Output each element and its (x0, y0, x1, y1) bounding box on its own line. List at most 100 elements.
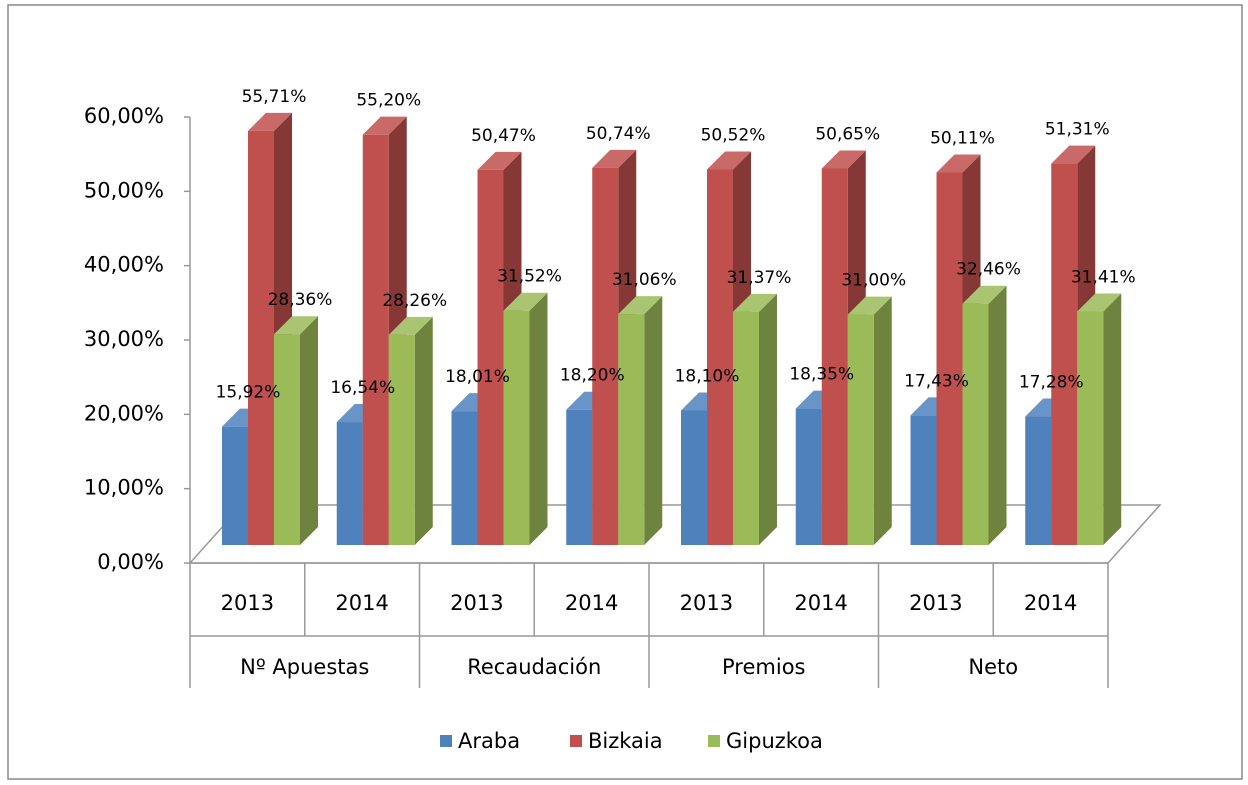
value-label: 18,01% (445, 367, 510, 387)
bar-top (707, 151, 751, 170)
bar (962, 303, 989, 545)
bar-top (847, 296, 892, 315)
value-label: 31,52% (497, 267, 562, 287)
bar (503, 310, 530, 545)
bar-top (388, 316, 433, 335)
bar (1025, 416, 1052, 545)
bar-top (592, 149, 637, 168)
bar (847, 314, 874, 545)
value-label: 50,65% (815, 125, 880, 145)
bar (795, 408, 822, 545)
x-tick-label: 2014 (1024, 591, 1077, 615)
legend-swatch (440, 735, 452, 747)
bar (821, 168, 848, 546)
bar-side (988, 285, 1007, 545)
y-tick-label: 60,00% (84, 104, 164, 128)
value-label: 16,54% (330, 378, 395, 398)
value-label: 28,26% (382, 291, 447, 311)
bar-side (644, 296, 663, 545)
bar-top (821, 150, 866, 169)
value-label: 50,47% (471, 126, 536, 146)
value-label: 55,20% (356, 91, 421, 111)
x-tick-label: 2013 (680, 591, 733, 615)
bar-side (759, 293, 777, 545)
y-tick-label: 50,00% (84, 178, 164, 202)
bar-top (1051, 145, 1096, 164)
x-tick-label: 2014 (794, 591, 847, 615)
bar-side (414, 316, 433, 545)
y-tick-label: 40,00% (84, 253, 164, 277)
bar-side (300, 316, 318, 545)
x-tick-label: 2013 (450, 591, 503, 615)
value-label: 17,43% (904, 371, 969, 391)
x-tick-label: 2014 (565, 591, 618, 615)
value-label: 31,37% (727, 268, 792, 288)
bar (477, 169, 504, 545)
bar (451, 411, 478, 545)
value-label: 18,10% (675, 366, 740, 386)
value-label: 17,28% (1019, 373, 1084, 393)
x-tick-label: 2014 (335, 591, 388, 615)
value-label: 50,11% (930, 129, 995, 149)
y-tick-label: 10,00% (84, 476, 164, 500)
legend-label: Gipuzkoa (726, 729, 823, 753)
legend-label: Bizkaia (588, 729, 663, 753)
bar (733, 311, 759, 545)
value-label: 28,36% (268, 290, 333, 310)
bar (222, 426, 248, 545)
value-label: 32,46% (956, 260, 1021, 280)
bar-top (1077, 293, 1122, 312)
bar (274, 334, 300, 545)
bar-top (248, 112, 292, 131)
bar (336, 422, 363, 545)
x-tick-label: 2013 (221, 591, 274, 615)
x-group-label: Premios (722, 655, 805, 679)
floor (188, 504, 1162, 564)
value-label: 51,31% (1045, 120, 1110, 140)
bar-top (274, 316, 318, 335)
bar (618, 314, 645, 545)
bar-side (529, 292, 548, 545)
legend-swatch (570, 735, 582, 747)
value-label: 15,92% (216, 383, 281, 403)
y-tick-label: 30,00% (84, 327, 164, 351)
value-label: 31,41% (1071, 268, 1136, 288)
bar (1077, 311, 1104, 545)
value-label: 31,00% (841, 271, 906, 291)
bar (707, 169, 733, 545)
y-tick-label: 0,00% (97, 550, 164, 574)
bar-top (503, 292, 548, 311)
bar (248, 130, 274, 546)
bar-top (362, 116, 407, 135)
bar (566, 409, 593, 545)
value-label: 18,35% (789, 365, 854, 385)
legend-swatch (708, 735, 720, 747)
value-label: 31,06% (612, 270, 677, 290)
bar (936, 172, 963, 545)
bar-top (477, 151, 522, 170)
x-tick-label: 2013 (909, 591, 962, 615)
value-label: 50,74% (586, 124, 651, 144)
value-label: 55,71% (242, 87, 307, 107)
x-group-label: Nº Apuestas (240, 655, 369, 679)
bar-top (962, 285, 1007, 304)
y-tick-label: 20,00% (84, 401, 164, 425)
bar-side (873, 296, 892, 545)
x-group-label: Recaudación (467, 655, 601, 679)
bar (388, 334, 415, 545)
bar-side (1103, 293, 1122, 545)
bar-top (936, 154, 981, 173)
bar (681, 410, 707, 545)
bar (592, 167, 619, 545)
bar-top (618, 296, 663, 315)
bar (1051, 163, 1078, 545)
value-label: 50,52% (701, 125, 766, 145)
bar-top (733, 293, 777, 312)
x-group-label: Neto (968, 655, 1018, 679)
bar (910, 415, 937, 545)
value-label: 18,20% (560, 366, 625, 386)
bar (362, 134, 389, 545)
legend-label: Araba (458, 729, 520, 753)
